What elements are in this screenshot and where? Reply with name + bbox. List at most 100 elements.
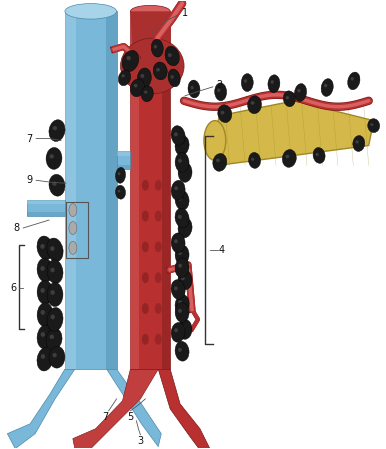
Ellipse shape <box>181 276 185 280</box>
Ellipse shape <box>353 136 365 151</box>
Ellipse shape <box>127 56 131 60</box>
Ellipse shape <box>215 83 227 101</box>
Ellipse shape <box>315 153 319 156</box>
Ellipse shape <box>241 74 253 92</box>
Ellipse shape <box>130 5 170 18</box>
Ellipse shape <box>244 79 247 83</box>
Ellipse shape <box>297 89 301 92</box>
Ellipse shape <box>142 242 149 252</box>
Ellipse shape <box>46 328 62 350</box>
Ellipse shape <box>178 197 182 201</box>
Ellipse shape <box>142 272 149 283</box>
Ellipse shape <box>142 211 149 221</box>
Text: 4: 4 <box>219 245 225 255</box>
Ellipse shape <box>141 86 153 102</box>
Ellipse shape <box>122 50 139 72</box>
Ellipse shape <box>122 74 125 77</box>
Ellipse shape <box>370 123 373 126</box>
Ellipse shape <box>52 126 57 130</box>
Ellipse shape <box>155 242 162 252</box>
Ellipse shape <box>50 268 55 273</box>
Polygon shape <box>27 200 65 204</box>
Ellipse shape <box>49 346 65 368</box>
Ellipse shape <box>142 334 149 345</box>
Ellipse shape <box>40 244 45 249</box>
Ellipse shape <box>151 39 163 57</box>
Ellipse shape <box>175 295 189 314</box>
Text: 3: 3 <box>137 436 144 446</box>
Ellipse shape <box>220 111 224 114</box>
Ellipse shape <box>155 303 162 314</box>
Ellipse shape <box>188 80 200 98</box>
Ellipse shape <box>178 163 192 182</box>
Polygon shape <box>27 200 65 216</box>
Ellipse shape <box>37 303 53 326</box>
Ellipse shape <box>178 319 192 339</box>
Ellipse shape <box>119 70 131 86</box>
Ellipse shape <box>174 328 178 332</box>
Polygon shape <box>73 369 158 449</box>
Ellipse shape <box>154 45 157 48</box>
Ellipse shape <box>130 79 144 97</box>
Polygon shape <box>117 151 130 169</box>
Ellipse shape <box>47 282 63 307</box>
Ellipse shape <box>47 238 63 262</box>
Ellipse shape <box>175 258 189 277</box>
Ellipse shape <box>178 264 182 268</box>
Ellipse shape <box>190 86 194 89</box>
Ellipse shape <box>171 180 185 200</box>
Ellipse shape <box>217 88 220 92</box>
Ellipse shape <box>175 245 189 265</box>
Polygon shape <box>27 212 65 216</box>
Polygon shape <box>65 11 76 369</box>
Ellipse shape <box>52 353 57 357</box>
Ellipse shape <box>178 348 182 352</box>
Text: 5: 5 <box>127 412 134 422</box>
Polygon shape <box>107 369 161 447</box>
Ellipse shape <box>155 272 162 283</box>
Ellipse shape <box>178 300 182 304</box>
Ellipse shape <box>155 211 162 221</box>
Ellipse shape <box>178 270 192 290</box>
Ellipse shape <box>65 4 117 19</box>
Ellipse shape <box>41 288 45 293</box>
Ellipse shape <box>175 136 189 155</box>
Text: 2: 2 <box>217 80 223 90</box>
Ellipse shape <box>181 326 185 330</box>
Text: 7: 7 <box>26 133 32 144</box>
Ellipse shape <box>47 308 63 331</box>
Polygon shape <box>158 369 210 449</box>
Ellipse shape <box>168 69 180 87</box>
Ellipse shape <box>52 181 57 186</box>
Ellipse shape <box>295 84 306 101</box>
Ellipse shape <box>134 84 137 88</box>
Text: 6: 6 <box>10 282 16 293</box>
Ellipse shape <box>51 290 55 295</box>
Polygon shape <box>130 11 170 369</box>
Ellipse shape <box>178 141 182 145</box>
Ellipse shape <box>41 310 45 315</box>
Ellipse shape <box>175 153 189 172</box>
Ellipse shape <box>368 119 380 132</box>
Ellipse shape <box>348 72 360 90</box>
Ellipse shape <box>46 147 62 169</box>
Ellipse shape <box>174 239 178 243</box>
Ellipse shape <box>47 260 63 284</box>
Ellipse shape <box>51 315 55 319</box>
Ellipse shape <box>118 172 120 175</box>
Ellipse shape <box>49 154 54 158</box>
Bar <box>66 202 88 258</box>
Ellipse shape <box>37 325 53 349</box>
Ellipse shape <box>141 74 144 78</box>
Polygon shape <box>130 11 139 369</box>
Ellipse shape <box>155 180 162 191</box>
Ellipse shape <box>286 155 289 158</box>
Ellipse shape <box>171 126 185 145</box>
Ellipse shape <box>50 335 54 339</box>
Ellipse shape <box>118 190 120 193</box>
Polygon shape <box>130 11 171 66</box>
Ellipse shape <box>37 236 53 260</box>
Ellipse shape <box>313 148 325 163</box>
Ellipse shape <box>286 96 289 99</box>
Ellipse shape <box>168 53 172 57</box>
